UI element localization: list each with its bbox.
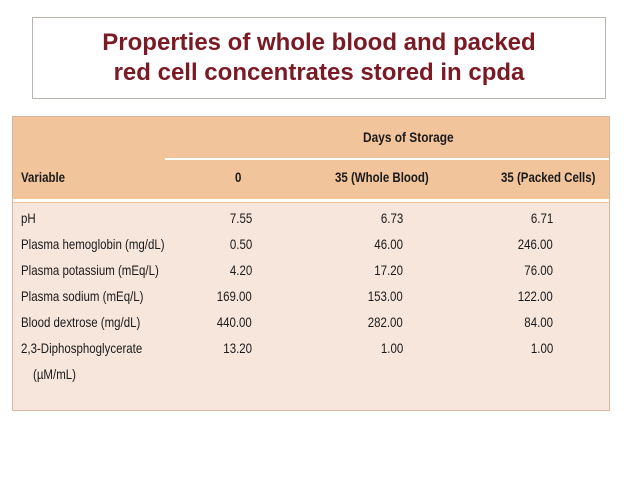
cell-day-0: 7.55	[229, 210, 252, 226]
cell-whole-blood: 1.00	[380, 340, 403, 356]
cell-packed-cells: 122.00	[517, 288, 553, 304]
cell-variable: Blood dextrose (mg/dL)	[21, 314, 141, 330]
header-body-divider	[13, 199, 609, 202]
table-row: (µM/mL)	[13, 366, 609, 388]
cell-variable: Plasma hemoglobin (mg/dL)	[21, 236, 165, 252]
cell-variable: pH	[21, 210, 36, 226]
cell-packed-cells: 6.71	[530, 210, 553, 226]
cell-whole-blood: 153.00	[367, 288, 403, 304]
table-body: pH 7.55 6.73 6.71 Plasma hemoglobin (mg/…	[13, 203, 609, 410]
cell-day-0: 440.00	[216, 314, 252, 330]
cell-day-0: 169.00	[216, 288, 252, 304]
cell-day-0: 4.20	[229, 262, 252, 278]
cell-day-0: 13.20	[223, 340, 252, 356]
cell-whole-blood: 282.00	[367, 314, 403, 330]
cell-packed-cells: 246.00	[517, 236, 553, 252]
table-row: Plasma sodium (mEq/L) 169.00 153.00 122.…	[13, 288, 609, 310]
cell-whole-blood: 17.20	[374, 262, 403, 278]
column-header-whole-blood: 35 (Whole Blood)	[335, 169, 429, 185]
slide-title-box: Properties of whole blood and packed red…	[32, 17, 606, 99]
cell-packed-cells: 84.00	[524, 314, 553, 330]
column-header-variable: Variable	[21, 169, 66, 185]
table-row: 2,3-Diphosphoglycerate 13.20 1.00 1.00	[13, 340, 609, 362]
cell-variable: Plasma potassium (mEq/L)	[21, 262, 159, 278]
slide-title-line-2: red cell concentrates stored in cpda	[113, 59, 525, 86]
cell-packed-cells: 76.00	[524, 262, 553, 278]
cell-packed-cells: 1.00	[530, 340, 553, 356]
cell-day-0: 0.50	[229, 236, 252, 252]
column-header-day-0: 0	[235, 169, 242, 185]
table-row: Plasma hemoglobin (mg/dL) 0.50 46.00 246…	[13, 236, 609, 258]
table-row: pH 7.55 6.73 6.71	[13, 210, 609, 232]
header-divider	[165, 158, 609, 160]
table-row: Plasma potassium (mEq/L) 4.20 17.20 76.0…	[13, 262, 609, 284]
cell-variable: 2,3-Diphosphoglycerate	[21, 340, 143, 356]
storage-properties-table: Days of Storage Variable 0 35 (Whole Blo…	[12, 116, 610, 411]
cell-whole-blood: 6.73	[380, 210, 403, 226]
cell-whole-blood: 46.00	[374, 236, 403, 252]
table-row: Blood dextrose (mg/dL) 440.00 282.00 84.…	[13, 314, 609, 336]
cell-variable-unit: (µM/mL)	[33, 366, 76, 382]
column-header-packed-cells: 35 (Packed Cells)	[501, 169, 596, 185]
cell-variable: Plasma sodium (mEq/L)	[21, 288, 144, 304]
days-of-storage-header: Days of Storage	[363, 129, 454, 145]
table-header: Days of Storage Variable 0 35 (Whole Blo…	[13, 117, 609, 203]
slide-title-line-1: Properties of whole blood and packed	[102, 29, 536, 56]
